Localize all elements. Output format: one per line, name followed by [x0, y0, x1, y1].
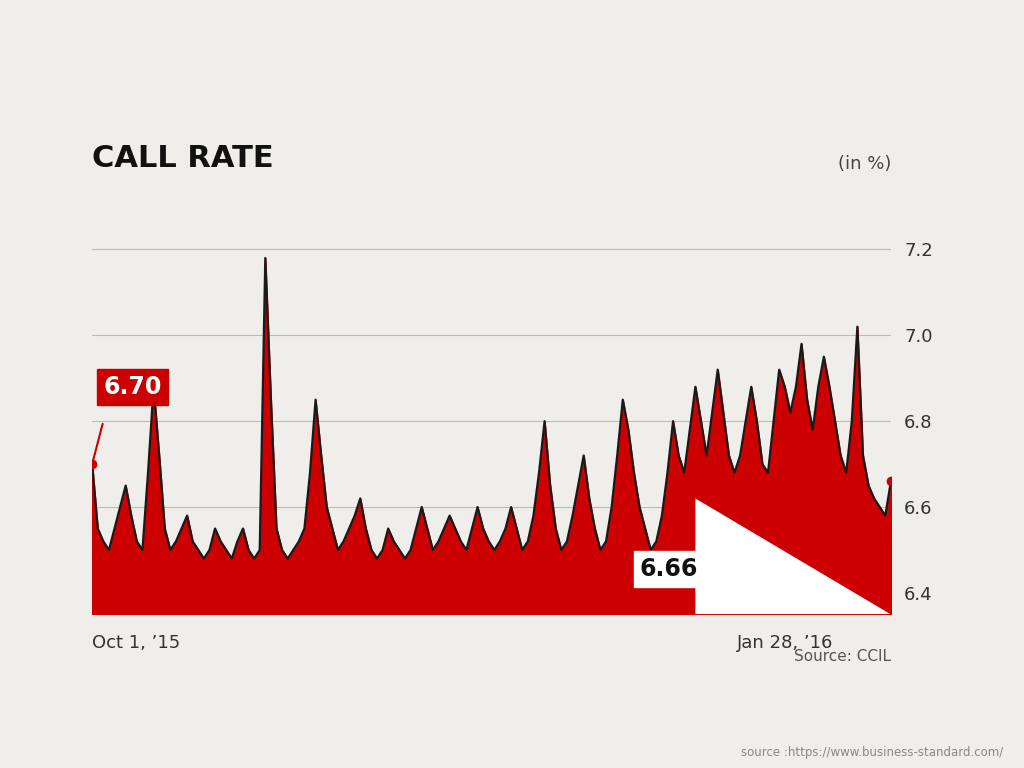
Text: 6.70: 6.70	[103, 375, 162, 399]
Text: source :https://www.business-standard.com/: source :https://www.business-standard.co…	[741, 746, 1004, 759]
Text: Jan 28, ’16: Jan 28, ’16	[737, 634, 834, 651]
Text: 6.66: 6.66	[640, 558, 698, 581]
Text: (in %): (in %)	[838, 155, 891, 173]
Polygon shape	[695, 498, 891, 614]
Text: Source: CCIL: Source: CCIL	[794, 649, 891, 664]
Text: Oct 1, ’15: Oct 1, ’15	[92, 634, 180, 651]
Text: CALL RATE: CALL RATE	[92, 144, 273, 173]
